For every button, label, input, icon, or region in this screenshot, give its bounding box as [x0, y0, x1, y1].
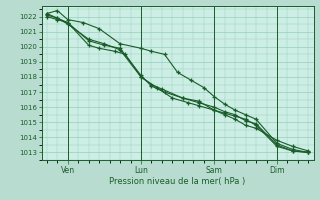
X-axis label: Pression niveau de la mer( hPa ): Pression niveau de la mer( hPa ) [109, 177, 246, 186]
